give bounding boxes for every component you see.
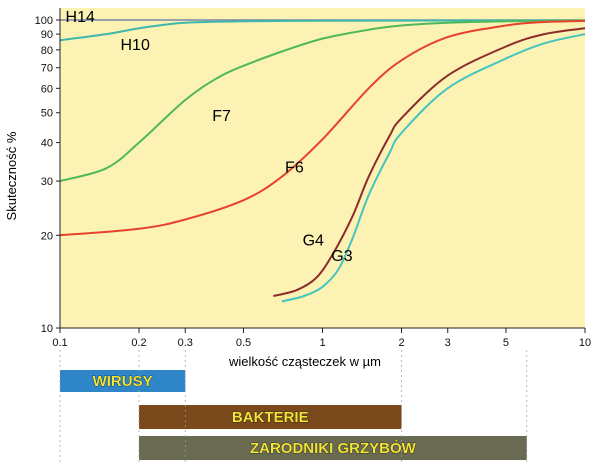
y-tick-label: 40 xyxy=(41,138,53,150)
y-tick-label: 50 xyxy=(41,108,53,120)
band-label: ZARODNIKI GRZYBÓW xyxy=(250,439,417,457)
series-layer xyxy=(59,19,586,303)
x-tick-label: 0.5 xyxy=(236,337,251,349)
curve-labels: H14 H10 F7 F6 G4 G3 xyxy=(66,9,353,265)
y-tick-label: 20 xyxy=(41,230,53,242)
x-axis-title: wielkość cząsteczek w µm xyxy=(228,354,381,369)
series-g4-line xyxy=(273,27,586,297)
plot-area xyxy=(60,8,585,328)
y-axis-title: Skuteczność % xyxy=(4,131,19,220)
curve-label-f6: F6 xyxy=(285,159,304,176)
y-tick-label: 10 xyxy=(41,323,53,335)
band-3 xyxy=(139,436,527,460)
x-tick-label: 0.3 xyxy=(178,337,193,349)
curve-label-f7: F7 xyxy=(212,108,231,125)
band-2 xyxy=(139,405,402,429)
x-tick-label: 5 xyxy=(503,337,509,349)
particle-size-bands: WIRUSY BAKTERIE ZARODNIKI GRZYBÓW xyxy=(59,350,528,462)
x-tick-label: 10 xyxy=(579,337,591,349)
curve-label-h14: H14 xyxy=(66,9,95,26)
x-tick-label: 1 xyxy=(319,337,325,349)
x-tick-label: 0.2 xyxy=(131,337,146,349)
y-tick-label: 30 xyxy=(41,176,53,188)
series-g3-line xyxy=(281,33,586,303)
curve-label-g3: G3 xyxy=(331,248,352,265)
band-label: WIRUSY xyxy=(93,373,153,390)
y-tick-label: 90 xyxy=(41,29,53,41)
x-tick-label: 2 xyxy=(398,337,404,349)
x-tick-label: 0.1 xyxy=(52,337,67,349)
band-1 xyxy=(60,370,186,392)
curve-label-h10: H10 xyxy=(120,37,149,54)
y-tick-label: 100 xyxy=(35,15,53,27)
series-h10-line xyxy=(59,19,586,42)
x-tick-label: 3 xyxy=(445,337,451,349)
series-f7-line xyxy=(59,19,586,182)
ticks-layer: 10 20 30 40 50 60 70 80 90 100 0.1 0.2 0.3 0.5 1 2 3 5 10 xyxy=(35,15,591,349)
band-label: BAKTERIE xyxy=(232,409,309,426)
y-tick-label: 70 xyxy=(41,63,53,75)
curve-label-g4: G4 xyxy=(303,233,324,250)
y-tick-label: 60 xyxy=(41,83,53,95)
series-f6-line xyxy=(59,19,586,237)
y-tick-label: 80 xyxy=(41,45,53,57)
